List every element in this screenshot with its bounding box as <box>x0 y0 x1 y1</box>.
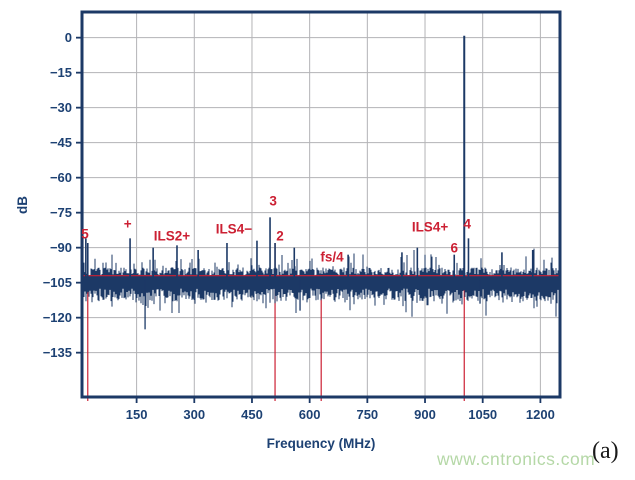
plot-border <box>80 10 562 399</box>
x-tick-label: 150 <box>125 407 148 422</box>
watermark-text: www.cntronics.com <box>437 449 596 469</box>
annotation-6: 6 <box>450 240 458 256</box>
x-tick-label: 450 <box>241 407 263 422</box>
x-axis-title: Frequency (MHz) <box>266 436 376 451</box>
y-axis-title: dB <box>15 196 30 214</box>
x-tick-label: 900 <box>414 407 436 422</box>
y-tick-label: −45 <box>49 134 72 150</box>
y-tick-label: −105 <box>42 274 72 290</box>
y-tick-label: −60 <box>49 169 72 185</box>
annotation-fs/4: fs/4 <box>320 249 344 265</box>
annotation-ILS4−: ILS4− <box>215 221 253 237</box>
x-tick-label: 600 <box>298 407 321 422</box>
y-tick-label: 0 <box>64 29 72 45</box>
annotation-3: 3 <box>269 193 277 209</box>
y-tick-label: −135 <box>42 344 72 360</box>
y-tick-label: −120 <box>42 309 72 325</box>
x-tick-label: 1200 <box>525 407 555 422</box>
y-tick-label: −30 <box>49 99 72 115</box>
y-tick-label: −75 <box>49 204 72 220</box>
annotation-2: 2 <box>276 228 284 244</box>
x-tick-label: 1050 <box>468 407 498 422</box>
y-tick-label: −15 <box>49 64 72 80</box>
annotation-ILS2+: ILS2+ <box>153 228 191 244</box>
annotation-ILS4+: ILS4+ <box>411 219 449 235</box>
x-tick-label: 750 <box>356 407 379 422</box>
figure-sublabel: (a) <box>592 438 619 464</box>
annotation-+: + <box>123 216 132 232</box>
x-tick-label: 300 <box>183 407 206 422</box>
y-tick-label: −90 <box>49 239 72 255</box>
annotation-4: 4 <box>463 216 472 232</box>
annotation-5: 5 <box>81 226 89 242</box>
